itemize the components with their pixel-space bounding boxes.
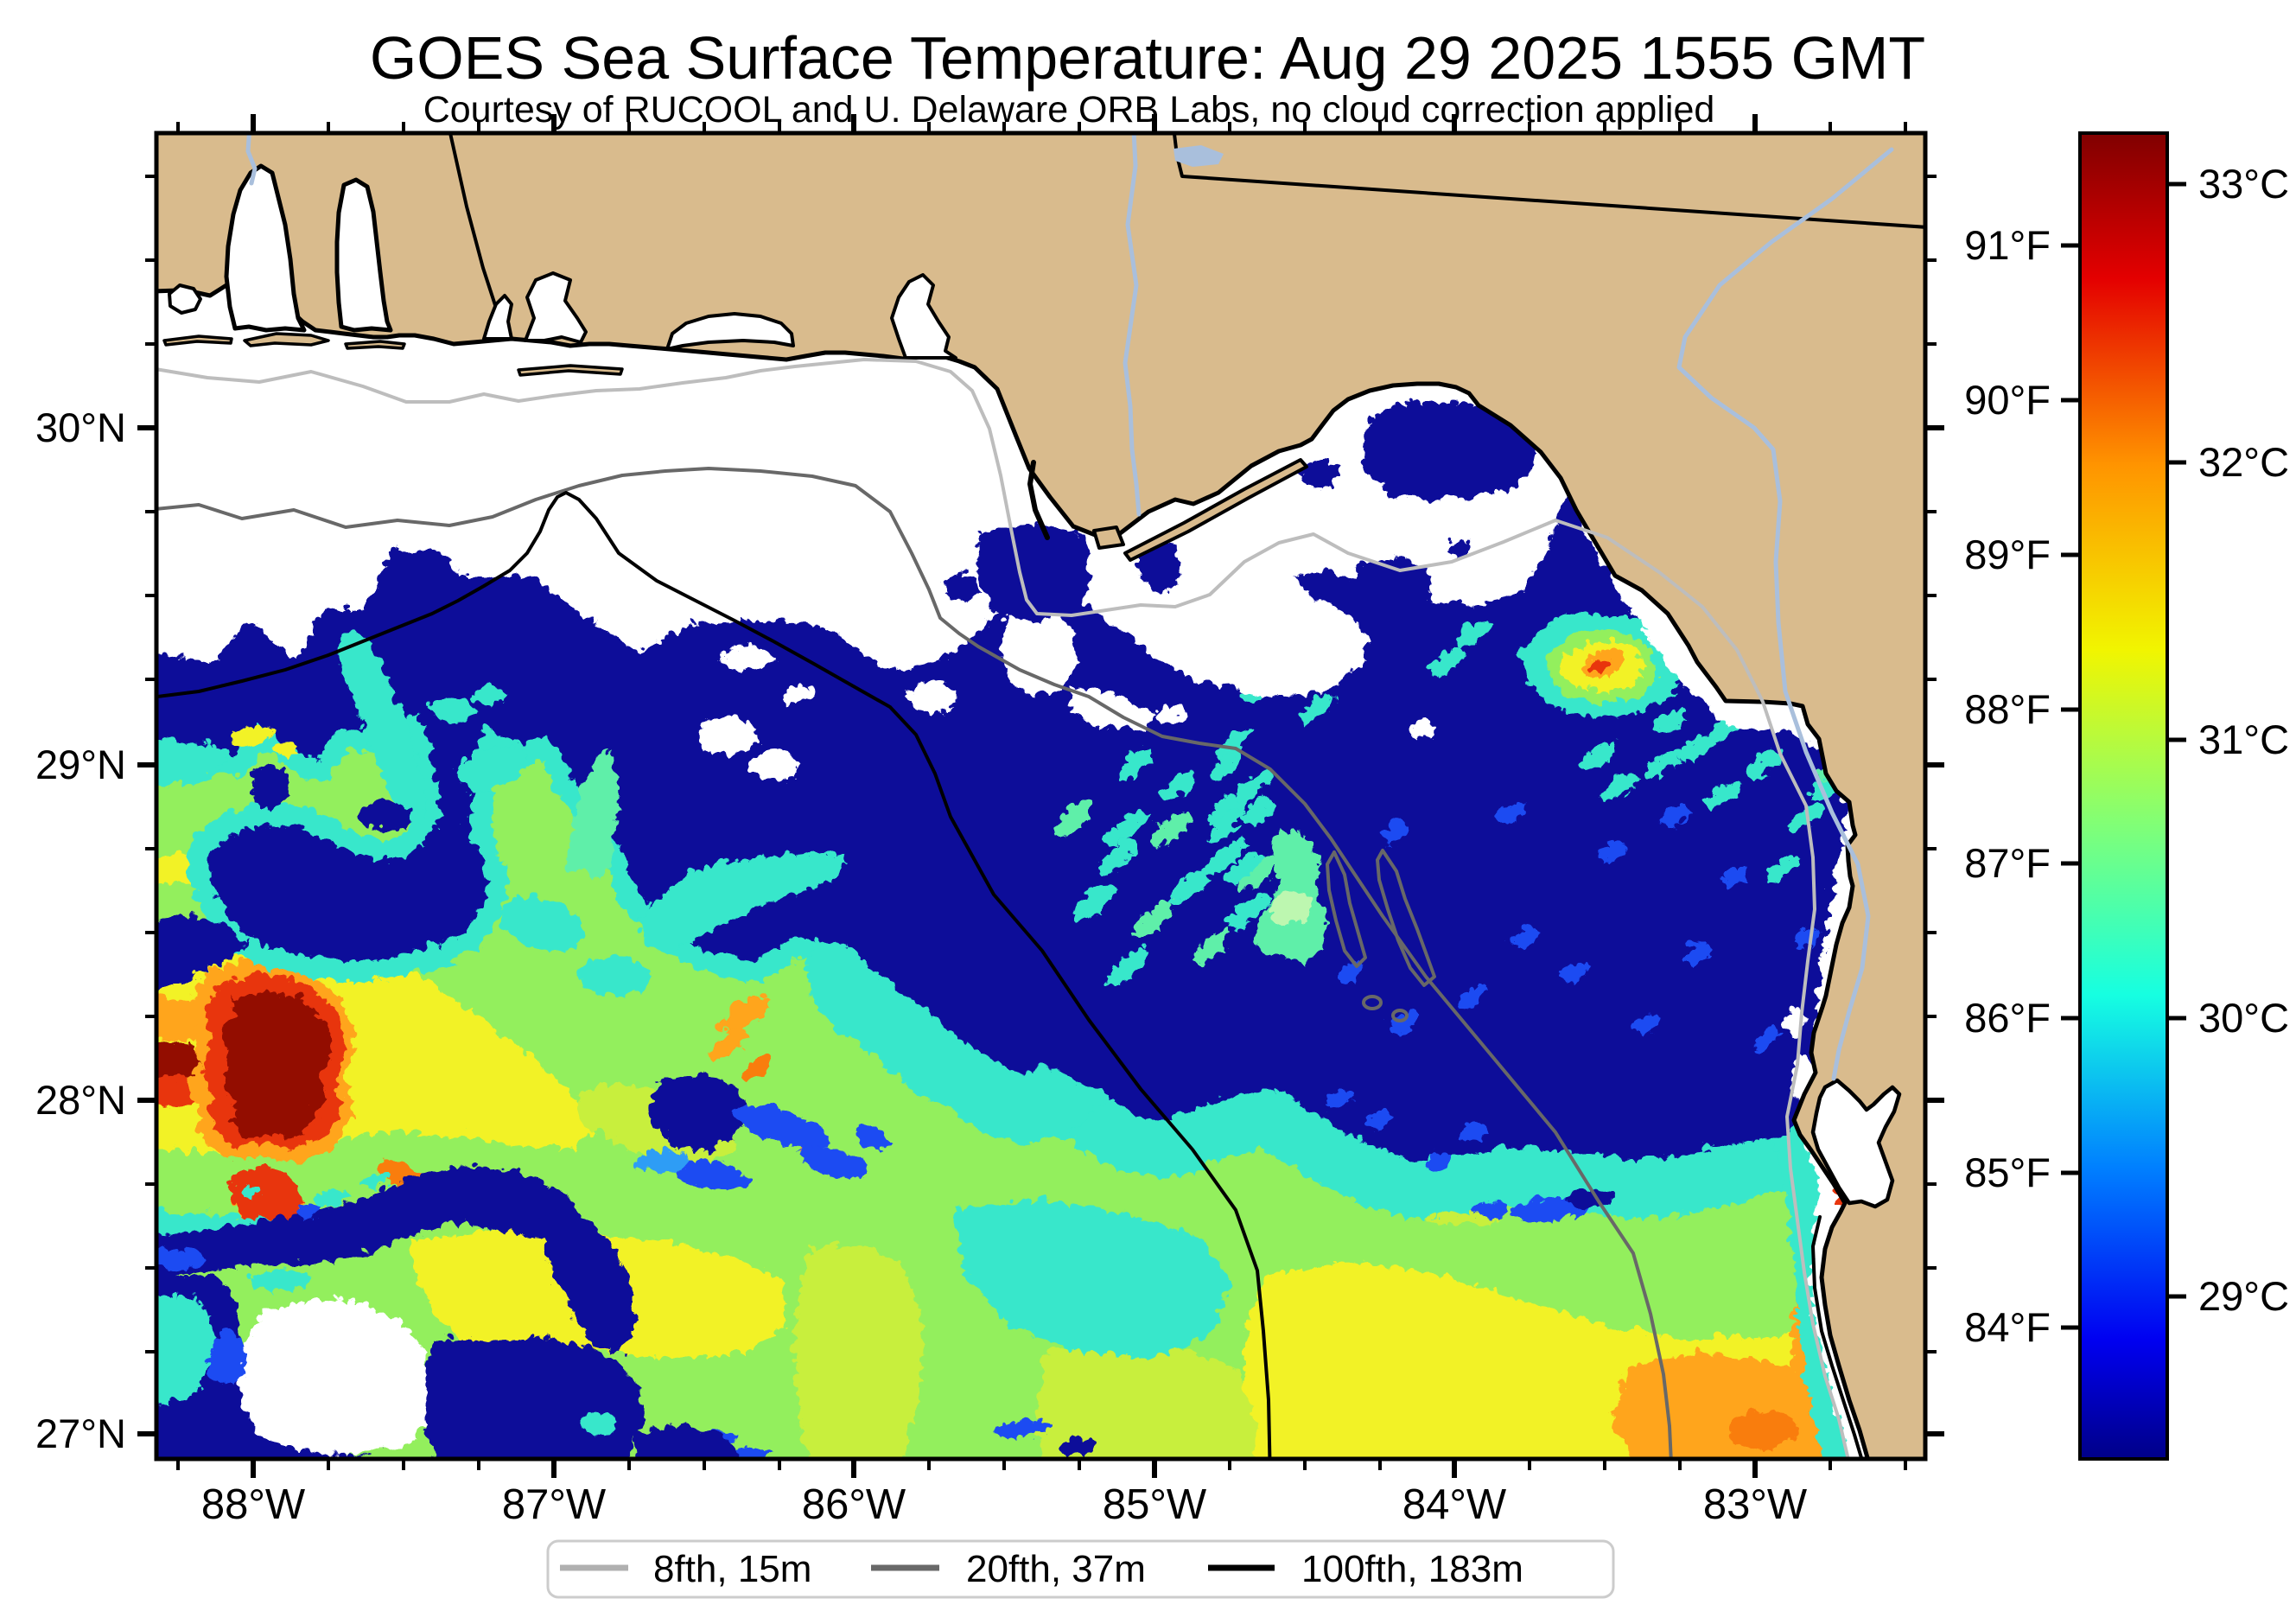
svg-text:90°F: 90°F: [1964, 377, 2051, 423]
svg-text:Courtesy of RUCOOL and U. Dela: Courtesy of RUCOOL and U. Delaware ORB L…: [423, 89, 1715, 131]
svg-text:30°C: 30°C: [2198, 995, 2289, 1041]
svg-text:29°C: 29°C: [2198, 1273, 2289, 1319]
svg-text:8fth, 15m: 8fth, 15m: [653, 1548, 811, 1590]
svg-text:27°N: 27°N: [35, 1411, 126, 1456]
svg-text:87°F: 87°F: [1964, 840, 2051, 886]
svg-text:87°W: 87°W: [502, 1481, 607, 1528]
svg-text:85°W: 85°W: [1103, 1481, 1207, 1528]
svg-text:91°F: 91°F: [1964, 222, 2051, 268]
svg-text:20fth, 37m: 20fth, 37m: [966, 1548, 1146, 1590]
svg-text:29°N: 29°N: [35, 742, 126, 787]
svg-text:84°F: 84°F: [1964, 1304, 2051, 1350]
svg-text:32°C: 32°C: [2198, 439, 2289, 485]
svg-text:85°F: 85°F: [1964, 1150, 2051, 1195]
svg-text:88°W: 88°W: [201, 1481, 306, 1528]
svg-text:84°W: 84°W: [1402, 1481, 1507, 1528]
svg-text:88°F: 88°F: [1964, 686, 2051, 732]
svg-text:100fth, 183m: 100fth, 183m: [1301, 1548, 1523, 1590]
svg-text:30°N: 30°N: [35, 404, 126, 450]
svg-text:GOES Sea Surface Temperature:: GOES Sea Surface Temperature: Aug 29 202…: [370, 24, 1925, 92]
svg-text:86°F: 86°F: [1964, 995, 2051, 1041]
svg-text:31°C: 31°C: [2198, 716, 2289, 762]
svg-text:89°F: 89°F: [1964, 532, 2051, 577]
svg-text:83°W: 83°W: [1703, 1481, 1808, 1528]
svg-text:86°W: 86°W: [802, 1481, 906, 1528]
svg-text:33°C: 33°C: [2198, 161, 2289, 207]
svg-text:28°N: 28°N: [35, 1077, 126, 1123]
